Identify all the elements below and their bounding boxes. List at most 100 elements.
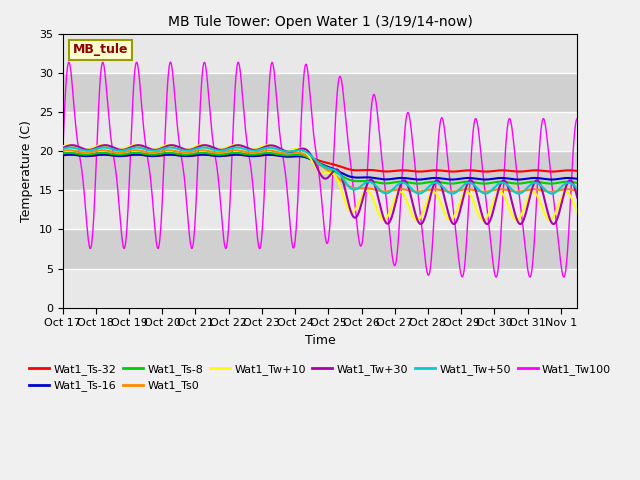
Wat1_Ts-16 (85, 153, 93, 159)
Wat1_Tw+30 (296, 146, 303, 152)
Line: Wat1_Ts-8: Wat1_Ts-8 (63, 153, 577, 183)
Wat1_Tw+50 (559, 182, 567, 188)
Wat1_Tw+10 (65, 142, 72, 148)
Wat1_Ts-8 (573, 180, 581, 186)
Wat1_Tw+50 (559, 183, 566, 189)
Wat1_Ts-32 (59, 153, 67, 158)
Wat1_Ts-32 (559, 168, 566, 174)
Title: MB Tule Tower: Open Water 1 (3/19/14-now): MB Tule Tower: Open Water 1 (3/19/14-now… (168, 15, 472, 29)
Wat1_Tw+10 (59, 144, 67, 149)
Wat1_Ts-8 (85, 152, 93, 157)
Wat1_Ts-16 (559, 176, 566, 181)
Wat1_Tw+10 (559, 192, 566, 198)
Wat1_Tw100 (465, 210, 472, 216)
Wat1_Ts0 (85, 149, 93, 155)
Bar (63, 191, 577, 229)
Bar (63, 73, 577, 112)
Wat1_Tw100 (85, 241, 93, 247)
Wat1_Ts-16 (296, 154, 303, 159)
Wat1_Tw+10 (465, 190, 472, 195)
Wat1_Ts-16 (132, 152, 140, 157)
Wat1_Tw+30 (573, 195, 581, 201)
Wat1_Tw+50 (548, 191, 556, 196)
Bar (63, 268, 577, 308)
Wat1_Tw+50 (465, 180, 472, 186)
Wat1_Tw+10 (573, 210, 581, 216)
Line: Wat1_Tw+10: Wat1_Tw+10 (63, 145, 577, 220)
X-axis label: Time: Time (305, 334, 335, 347)
Wat1_Tw100 (526, 274, 534, 280)
Wat1_Tw100 (309, 127, 317, 133)
Wat1_Tw+30 (85, 147, 93, 153)
Wat1_Tw+50 (309, 155, 317, 161)
Line: Wat1_Ts-16: Wat1_Ts-16 (63, 155, 577, 180)
Line: Wat1_Ts-32: Wat1_Ts-32 (63, 155, 577, 171)
Bar (63, 112, 577, 151)
Wat1_Tw+30 (550, 221, 557, 227)
Wat1_Ts0 (559, 187, 567, 192)
Wat1_Tw+10 (296, 145, 303, 151)
Wat1_Ts-16 (548, 177, 556, 182)
Wat1_Tw100 (573, 116, 581, 121)
Wat1_Ts-32 (573, 168, 581, 174)
Wat1_Ts0 (296, 150, 303, 156)
Wat1_Tw+30 (465, 180, 472, 185)
Line: Wat1_Tw+50: Wat1_Tw+50 (63, 147, 577, 193)
Wat1_Tw+10 (546, 217, 554, 223)
Wat1_Ts-32 (465, 168, 472, 173)
Wat1_Ts-16 (465, 175, 472, 181)
Wat1_Tw+30 (168, 142, 175, 148)
Wat1_Ts-8 (296, 152, 303, 158)
Wat1_Ts0 (559, 187, 566, 192)
Bar (63, 229, 577, 268)
Text: MB_tule: MB_tule (73, 44, 129, 57)
Wat1_Tw+30 (309, 156, 317, 162)
Wat1_Ts-8 (547, 180, 555, 186)
Wat1_Tw100 (559, 273, 567, 278)
Wat1_Ts-8 (59, 151, 67, 156)
Wat1_Ts0 (573, 188, 581, 194)
Wat1_Ts-16 (309, 157, 317, 163)
Wat1_Ts0 (309, 157, 317, 163)
Wat1_Ts-16 (59, 152, 67, 158)
Line: Wat1_Ts0: Wat1_Ts0 (63, 150, 577, 192)
Wat1_Tw100 (559, 272, 566, 278)
Y-axis label: Temperature (C): Temperature (C) (20, 120, 33, 222)
Wat1_Tw+50 (296, 147, 303, 153)
Wat1_Ts-8 (559, 179, 567, 185)
Wat1_Tw+50 (133, 144, 141, 150)
Wat1_Ts-32 (309, 156, 317, 162)
Wat1_Ts-32 (559, 168, 567, 174)
Wat1_Ts-16 (573, 176, 581, 182)
Wat1_Ts-8 (309, 157, 317, 163)
Wat1_Tw100 (59, 153, 67, 158)
Wat1_Tw+50 (59, 146, 67, 152)
Wat1_Tw+30 (59, 145, 67, 151)
Legend: Wat1_Ts-32, Wat1_Ts-16, Wat1_Ts-8, Wat1_Ts0, Wat1_Tw+10, Wat1_Tw+30, Wat1_Tw+50,: Wat1_Ts-32, Wat1_Ts-16, Wat1_Ts-8, Wat1_… (24, 360, 616, 396)
Wat1_Ts-32 (548, 168, 556, 174)
Wat1_Tw100 (296, 157, 303, 163)
Wat1_Ts-32 (134, 152, 141, 157)
Wat1_Tw+30 (559, 196, 566, 202)
Bar (63, 151, 577, 191)
Wat1_Ts-16 (559, 175, 567, 181)
Wat1_Ts-8 (465, 179, 472, 185)
Wat1_Ts0 (59, 148, 67, 154)
Wat1_Tw+10 (85, 146, 93, 152)
Wat1_Tw100 (166, 59, 174, 65)
Wat1_Tw+50 (573, 186, 581, 192)
Wat1_Tw+10 (309, 160, 317, 166)
Wat1_Ts0 (465, 186, 472, 192)
Wat1_Ts-8 (132, 150, 140, 156)
Wat1_Ts-32 (85, 153, 93, 159)
Wat1_Ts0 (547, 189, 554, 194)
Wat1_Tw+10 (559, 192, 567, 198)
Wat1_Ts0 (98, 147, 106, 153)
Wat1_Ts-32 (296, 153, 303, 159)
Wat1_Tw+50 (85, 148, 93, 154)
Line: Wat1_Tw100: Wat1_Tw100 (63, 62, 577, 277)
Line: Wat1_Tw+30: Wat1_Tw+30 (63, 145, 577, 224)
Bar (63, 35, 577, 73)
Wat1_Tw+30 (559, 195, 567, 201)
Wat1_Ts-8 (559, 179, 566, 185)
